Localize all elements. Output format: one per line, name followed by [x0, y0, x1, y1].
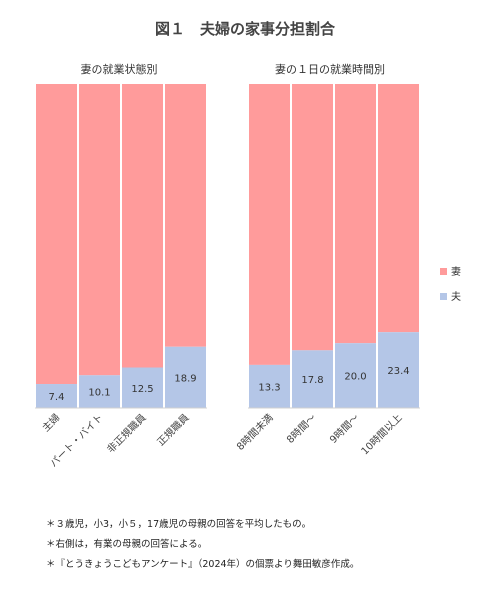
bar-wife-right-3 [378, 84, 419, 333]
note-2: ＊右側は，有業の母親の回答による。 [46, 539, 208, 550]
bar-husband-left-2 [122, 367, 163, 408]
legend-label-wife: 妻 [451, 265, 461, 278]
data-label-left-0: 7.4 [49, 392, 65, 403]
bar-wife-right-0 [249, 84, 290, 365]
figure-title: 図１ 夫婦の家事分担割合 [155, 20, 336, 38]
bar-husband-left-3 [165, 346, 206, 408]
bar-husband-right-3 [378, 332, 419, 408]
bar-wife-left-3 [165, 84, 206, 347]
category-label-right-1: 8時間～ [284, 412, 318, 446]
category-label-right-2: 9時間～ [327, 412, 361, 446]
category-label-left-2: 非正規職員 [105, 412, 149, 456]
data-label-left-1: 10.1 [88, 388, 110, 399]
note-3: ＊『とうきょうこどもアンケート』（2024年）の個票より舞田敏彦作成。 [46, 559, 360, 570]
data-label-left-3: 18.9 [174, 373, 196, 384]
note-1: ＊３歳児，小3，小５，17歳児の母親の回答を平均したもの。 [46, 519, 312, 530]
category-label-right-0: 8時間未満 [234, 412, 275, 453]
category-label-right-3: 10時間以上 [359, 412, 405, 458]
bar-wife-right-1 [292, 84, 333, 351]
bar-husband-right-2 [335, 343, 376, 408]
data-label-left-2: 12.5 [131, 384, 153, 395]
data-label-right-1: 17.8 [301, 375, 323, 386]
bar-husband-right-1 [292, 350, 333, 408]
data-label-right-0: 13.3 [258, 382, 280, 393]
bar-wife-left-1 [79, 84, 120, 376]
legend-label-husband: 夫 [451, 291, 461, 303]
legend-swatch-husband [440, 293, 447, 300]
legend: 妻 夫 [440, 265, 461, 303]
left-panel-title: 妻の就業状態別 [81, 62, 158, 76]
bar-wife-right-2 [335, 84, 376, 344]
data-label-right-2: 20.0 [344, 372, 366, 383]
category-label-left-3: 正規職員 [155, 412, 192, 449]
category-label-left-0: 主婦 [40, 412, 63, 435]
data-label-right-3: 23.4 [387, 366, 409, 377]
right-panel-title: 妻の１日の就業時間別 [275, 62, 385, 76]
right-panel: 13.3 8時間未満 17.8 8時間～ 20.0 9時間～ 23.4 10時間以上 [234, 84, 420, 457]
bar-husband-left-1 [79, 375, 120, 408]
bar-wife-left-0 [36, 84, 77, 385]
bar-husband-left-0 [36, 384, 77, 408]
bar-husband-right-0 [249, 364, 290, 408]
legend-swatch-wife [440, 268, 447, 275]
bar-wife-left-2 [122, 84, 163, 368]
